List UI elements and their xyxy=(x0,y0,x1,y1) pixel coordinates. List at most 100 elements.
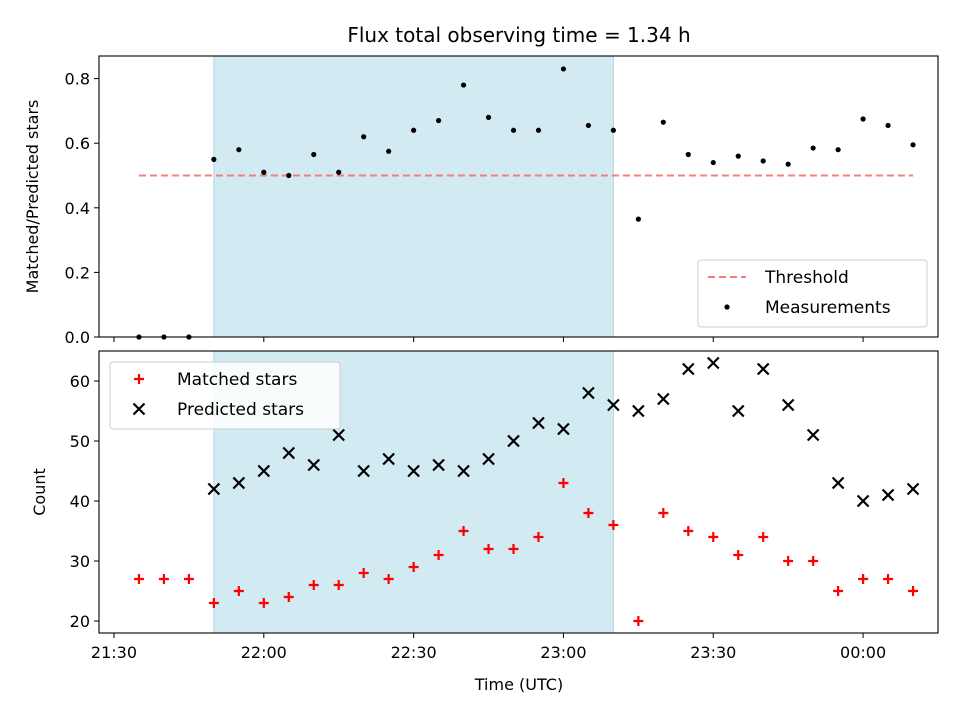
ratio-shaded-interval xyxy=(213,56,614,337)
count-point xyxy=(758,532,769,542)
ratio-panel: 0.0 0.2 0.4 0.6 0.8 Matched/Predicted stars Th… xyxy=(23,55,939,347)
count-point xyxy=(632,404,645,418)
ratio-point xyxy=(286,172,292,179)
count-legend xyxy=(109,361,341,430)
ratio-point xyxy=(460,82,467,88)
count-point xyxy=(458,526,469,536)
count-x-tick-label: 23:00 xyxy=(540,643,586,662)
ratio-point xyxy=(785,161,791,167)
ratio-point xyxy=(411,127,417,133)
count-point xyxy=(508,544,519,554)
count-point xyxy=(382,452,395,466)
count-y-axis-title: Count xyxy=(30,468,49,516)
count-x-tick-label: 23:30 xyxy=(690,643,736,662)
count-point xyxy=(358,568,369,578)
ratio-point xyxy=(885,122,891,129)
count-point xyxy=(533,532,544,542)
ratio-point xyxy=(835,147,841,153)
count-point xyxy=(507,434,520,448)
count-point xyxy=(457,464,470,478)
ratio-point xyxy=(760,158,766,164)
ratio-point xyxy=(710,159,716,166)
count-point xyxy=(908,586,919,596)
count-x-tick-label: 00:00 xyxy=(840,643,886,662)
count-point xyxy=(682,362,695,376)
count-point xyxy=(258,598,269,608)
count-point xyxy=(582,386,595,400)
ratio-point xyxy=(810,145,816,151)
count-point xyxy=(207,482,221,496)
ratio-frame xyxy=(98,55,939,338)
ratio-point xyxy=(311,151,317,158)
count-point xyxy=(232,476,246,490)
ratio-y-tick-label: 0.0 xyxy=(65,328,90,347)
ratio-point xyxy=(585,122,592,129)
count-y-tick-label: 40 xyxy=(70,492,90,511)
count-point xyxy=(307,458,321,472)
ratio-point xyxy=(211,156,217,162)
ratio-point xyxy=(435,117,442,124)
count-point xyxy=(283,592,294,602)
count-x-tick-label: 22:00 xyxy=(241,643,287,662)
ratio-point xyxy=(910,142,916,148)
ratio-y-tick-label: 0.4 xyxy=(65,199,90,218)
count-legend-label: Predicted stars xyxy=(177,400,304,420)
count-point xyxy=(633,616,644,626)
count-legend-swatch xyxy=(132,402,146,416)
count-point xyxy=(557,422,570,436)
ratio-point xyxy=(510,127,517,133)
count-point xyxy=(756,362,770,376)
count-point xyxy=(308,580,319,590)
ratio-point xyxy=(735,153,741,159)
ratio-y-tick-label: 0.2 xyxy=(65,263,90,282)
count-point xyxy=(208,598,219,608)
count-point xyxy=(483,544,494,554)
count-point xyxy=(332,428,345,442)
count-point xyxy=(783,556,794,566)
count-point xyxy=(883,574,894,584)
count-point xyxy=(781,398,795,412)
count-x-tick-label: 22:30 xyxy=(391,643,437,662)
ratio-point xyxy=(261,169,267,175)
ratio-point xyxy=(336,169,342,175)
count-point xyxy=(733,550,744,560)
ratio-point xyxy=(361,134,367,140)
count-point xyxy=(906,482,920,496)
count-frame xyxy=(98,350,939,634)
count-point xyxy=(433,550,444,560)
count-point xyxy=(607,398,620,412)
count-y-tick-label: 60 xyxy=(70,372,90,391)
count-point xyxy=(408,562,419,572)
count-point xyxy=(482,452,495,466)
ratio-point xyxy=(610,127,616,133)
count-point xyxy=(856,494,870,508)
ratio-y-axis-title: Matched/Predicted stars xyxy=(23,100,42,294)
ratio-y-tick-label: 0.8 xyxy=(65,70,90,89)
ratio-point xyxy=(635,216,641,222)
count-series-1 xyxy=(207,356,920,508)
ratio-legend-label: Measurements xyxy=(765,298,891,318)
count-x-tick-label: 21:30 xyxy=(91,643,137,662)
ratio-legend-swatch xyxy=(724,304,730,310)
count-point xyxy=(133,574,144,584)
count-point xyxy=(833,586,844,596)
count-point xyxy=(432,458,445,472)
count-point xyxy=(407,464,420,478)
count-y-tick-label: 20 xyxy=(70,612,90,631)
count-series-0 xyxy=(133,478,919,626)
count-point xyxy=(357,464,370,478)
count-point xyxy=(881,488,895,502)
ratio-point xyxy=(485,114,492,120)
count-panel: 20 30 40 50 60 21:30 22:00 22:30 23:00 23:30 00:00… xyxy=(30,350,939,662)
ratio-legend-label: Threshold xyxy=(764,268,849,288)
count-point xyxy=(708,532,719,542)
count-point xyxy=(658,508,669,518)
count-point xyxy=(808,556,819,566)
ratio-legend xyxy=(697,259,928,328)
count-point xyxy=(333,580,344,590)
count-y-tick-label: 30 xyxy=(70,552,90,571)
ratio-point xyxy=(236,147,242,153)
count-legend-swatch xyxy=(134,374,144,384)
count-point xyxy=(831,476,845,490)
